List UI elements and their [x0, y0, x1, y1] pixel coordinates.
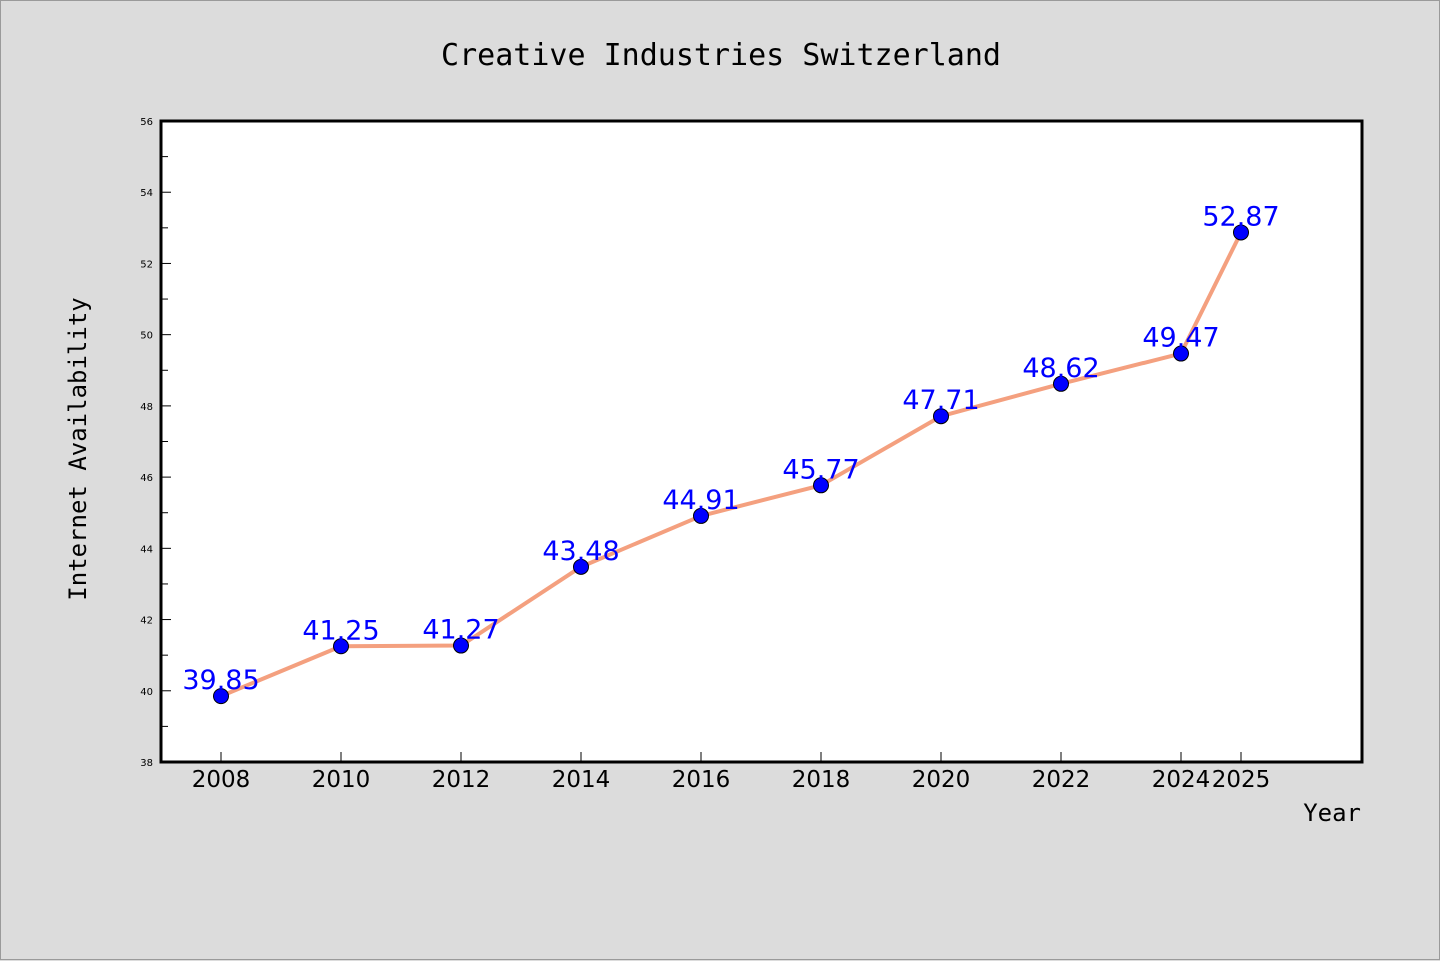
x-axis-label: Year: [1303, 799, 1361, 827]
y-tick-label: 44: [140, 544, 153, 555]
data-point: [693, 507, 709, 524]
data-point: [933, 408, 949, 425]
data-point: [213, 688, 229, 705]
data-point: [813, 477, 829, 494]
data-point: [453, 637, 469, 654]
x-axis-ticks: 2008 2010 2012 2014 2016 2018 2020 2022 2024 2025: [192, 752, 1271, 793]
x-tick-label: 2012: [432, 767, 491, 793]
x-tick-label: 2024: [1152, 767, 1211, 793]
y-tick-label: 38: [140, 758, 153, 769]
x-tick-label: 2022: [1032, 767, 1091, 793]
x-tick-label: 2010: [312, 767, 371, 793]
data-label: 44.91: [662, 485, 739, 516]
y-tick-label: 46: [140, 473, 153, 484]
data-label: 41.25: [302, 615, 379, 646]
data-label: 47.71: [902, 385, 979, 416]
data-label: 48.62: [1022, 353, 1099, 384]
y-tick-label: 50: [140, 331, 153, 342]
data-point: [333, 638, 349, 655]
y-tick-label: 48: [140, 402, 153, 413]
x-tick-label: 2014: [552, 767, 611, 793]
data-point: [1233, 224, 1249, 241]
chart-title: Creative Industries Switzerland: [441, 38, 1001, 73]
y-tick-label: 54: [140, 188, 153, 199]
x-tick-label: 2020: [912, 767, 971, 793]
data-label: 52.87: [1202, 201, 1279, 232]
series-layer: [213, 224, 1249, 705]
data-label: 41.27: [422, 615, 499, 646]
x-tick-label: 2008: [192, 767, 251, 793]
data-labels: 39.85 41.25 41.27 43.48 44.91 45.77 47.71 48.62…: [182, 201, 1279, 696]
y-tick-label: 42: [140, 616, 153, 627]
data-label: 39.85: [182, 665, 259, 696]
y-tick-label: 52: [140, 259, 153, 270]
y-tick-label: 56: [140, 117, 153, 128]
data-point: [1173, 345, 1189, 362]
data-point: [1053, 375, 1069, 392]
data-label: 49.47: [1142, 323, 1219, 354]
y-axis-label: Internet Availability: [64, 297, 92, 600]
data-label: 45.77: [782, 454, 859, 485]
y-tick-label: 40: [140, 687, 153, 698]
x-tick-label: 2025: [1212, 767, 1271, 793]
plot-area: [159, 119, 1364, 764]
y-axis-ticks: 38 40 42 44 46 48 50 52 54 56: [140, 117, 171, 769]
x-tick-label: 2018: [792, 767, 851, 793]
series-line: [220, 231, 1243, 698]
data-label: 43.48: [542, 536, 619, 567]
data-point: [573, 558, 589, 575]
x-tick-label: 2016: [672, 767, 731, 793]
